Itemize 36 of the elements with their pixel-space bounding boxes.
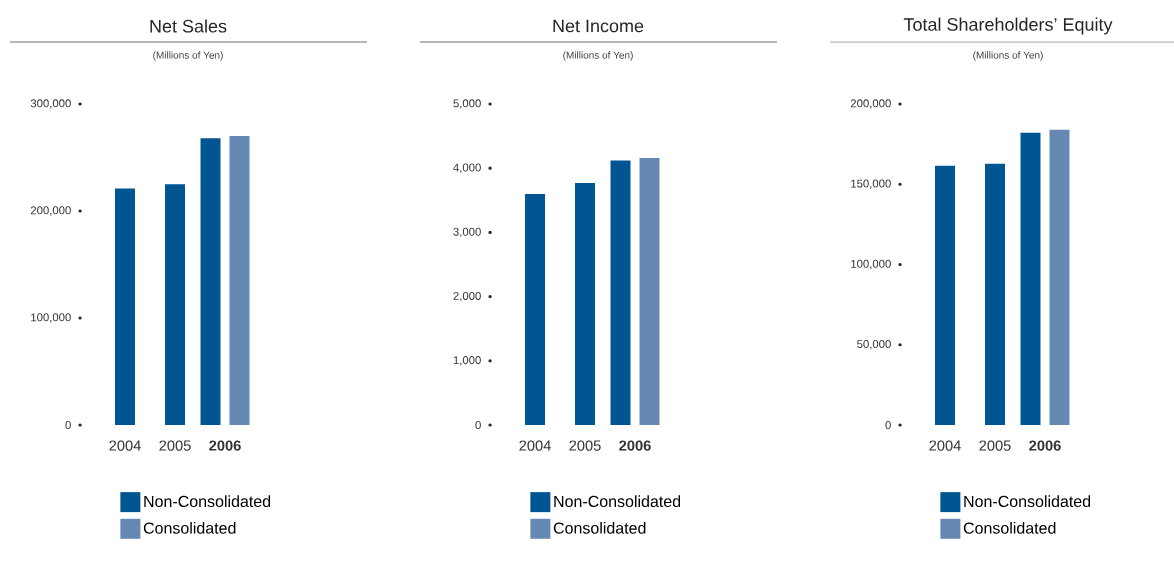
y-tick-label: 2,000 <box>453 291 481 302</box>
y-tick-label: 300,000 <box>30 99 71 109</box>
x-tick-label: 2006 <box>619 440 651 451</box>
chart-title: Net Sales <box>150 19 227 33</box>
legend-label: Consolidated <box>143 522 236 534</box>
y-tick-label: 0 <box>885 420 891 429</box>
x-tick-label: 2004 <box>109 440 141 451</box>
chart-subtitle: (Millions of Yen) <box>973 51 1043 61</box>
legend-label: Non-Consolidated <box>554 495 681 508</box>
legend-label: Non-Consolidated <box>144 495 271 508</box>
chart-subtitle: (Millions of Yen) <box>153 51 223 61</box>
chart-title: Net Income <box>553 19 644 33</box>
y-tick-label: 3,000 <box>453 227 481 238</box>
x-tick-label: 2004 <box>929 440 961 451</box>
y-tick-label: 50,000 <box>857 340 891 350</box>
x-tick-label: 2005 <box>159 440 191 451</box>
x-tick-label: 2005 <box>979 440 1011 451</box>
chart-subtitle: (Millions of Yen) <box>563 51 633 61</box>
x-tick-label: 2006 <box>1029 440 1061 451</box>
x-tick-label: 2005 <box>569 440 601 451</box>
y-tick-label: 5,000 <box>453 99 481 109</box>
y-tick-label: 100,000 <box>31 313 71 323</box>
x-tick-label: 2006 <box>209 440 241 451</box>
y-tick-label: 0 <box>475 420 481 429</box>
legend-label: Consolidated <box>963 522 1056 534</box>
y-tick-label: 4,000 <box>453 163 481 173</box>
y-tick-label: 200,000 <box>30 206 71 216</box>
y-tick-label: 1,000 <box>453 356 481 366</box>
y-tick-label: 200,000 <box>850 99 891 109</box>
x-tick-label: 2004 <box>519 440 551 451</box>
legend-label: Consolidated <box>553 522 646 534</box>
legend-label: Non-Consolidated <box>964 495 1091 508</box>
y-tick-label: 0 <box>65 420 71 429</box>
y-tick-label: 150,000 <box>851 179 891 189</box>
chart-title: Total Shareholders’ Equity <box>903 17 1113 35</box>
y-tick-label: 100,000 <box>851 259 891 270</box>
